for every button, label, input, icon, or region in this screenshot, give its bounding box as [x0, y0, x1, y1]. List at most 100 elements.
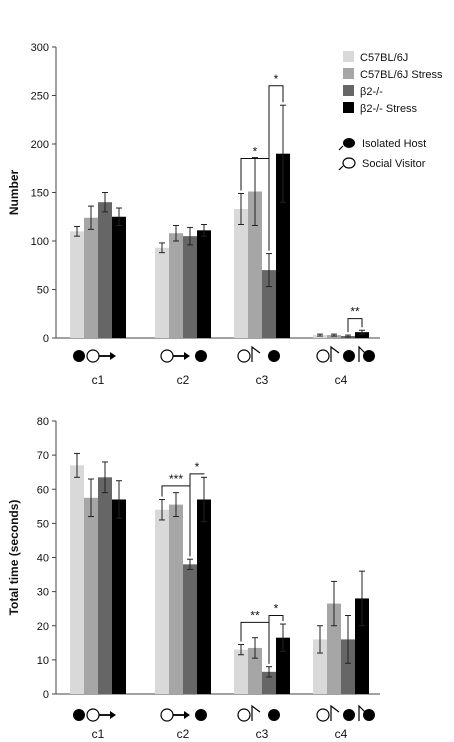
y-tick-label: 60	[37, 484, 49, 496]
y-tick-label: 50	[37, 285, 49, 297]
bar	[98, 202, 112, 338]
bar	[169, 504, 183, 694]
host-mouse-icon	[195, 350, 207, 362]
y-tick-label: 30	[37, 587, 49, 599]
y-tick-label: 80	[37, 416, 49, 428]
legend-label-b2: β2-/-	[360, 86, 383, 98]
bar	[197, 230, 211, 338]
bar	[276, 153, 290, 338]
host-mouse-icon	[73, 709, 85, 721]
bar	[169, 233, 183, 338]
significance-label: *	[274, 72, 279, 86]
y-tick-label: 70	[37, 450, 49, 462]
category-label: c4	[335, 373, 348, 387]
legend-label-c57bl6j: C57BL/6J	[360, 52, 408, 64]
significance-bracket: *	[268, 602, 284, 664]
y-tick-label: 0	[43, 689, 49, 701]
legend-label-social-visitor: Social Visitor	[362, 158, 426, 170]
bar	[112, 499, 126, 694]
visitor-mouse-turn-icon	[237, 704, 261, 722]
legend-swatch-b2	[343, 85, 354, 96]
category-label: c2	[177, 373, 190, 387]
category-label: c1	[92, 373, 105, 387]
bar	[248, 191, 262, 338]
category-label: c2	[177, 727, 190, 741]
host-mouse-icon	[73, 350, 85, 362]
y-tick-label: 250	[31, 91, 49, 103]
visitor-mouse-turn-icon	[316, 345, 340, 363]
host-mouse-icon	[363, 350, 375, 362]
significance-label: *	[195, 460, 200, 474]
bar	[70, 465, 84, 694]
y-tick-label: 50	[37, 518, 49, 530]
visitor-mouse-arrow-icon	[86, 708, 116, 722]
bar	[84, 497, 98, 694]
filled-mouse-icon	[338, 138, 355, 151]
significance-label: ***	[169, 472, 183, 486]
visitor-mouse-arrow-icon	[86, 349, 116, 363]
legend-swatch-c57bl6j	[343, 51, 354, 62]
significance-bracket: *	[268, 72, 284, 251]
y-tick-label: 300	[31, 42, 49, 54]
legend: C57BL/6J C57BL/6J Stress β2-/- β2-/- Str…	[338, 51, 443, 171]
bar	[183, 564, 197, 694]
y-tick-label: 100	[31, 236, 49, 248]
y-tick-label: 40	[37, 553, 49, 565]
turn-arrow-icon	[358, 704, 366, 721]
bar	[98, 477, 112, 694]
significance-bracket: *	[189, 460, 205, 557]
legend-label-c57bl6j-stress: C57BL/6J Stress	[360, 69, 443, 81]
bar	[70, 231, 84, 338]
significance-bracket: **	[347, 305, 363, 333]
category-label: c3	[256, 727, 269, 741]
bar	[355, 598, 369, 694]
legend-swatch-b2-stress	[343, 102, 354, 113]
host-mouse-icon	[343, 709, 355, 721]
bar	[234, 208, 248, 338]
y-tick-label: 150	[31, 188, 49, 200]
bar	[355, 332, 369, 338]
bar	[197, 499, 211, 694]
y-tick-label: 20	[37, 621, 49, 633]
bar	[327, 603, 341, 694]
host-mouse-icon	[195, 709, 207, 721]
bar	[276, 637, 290, 694]
visitor-mouse-turn-icon	[237, 345, 261, 363]
significance-label: *	[274, 602, 279, 616]
y-tick-label: 200	[31, 139, 49, 151]
bar	[248, 647, 262, 694]
category-label: c4	[335, 727, 348, 741]
visitor-mouse-arrow-icon	[160, 708, 190, 722]
legend-label-b2-stress: β2-/- Stress	[360, 103, 418, 115]
y-axis-label: Total time (seconds)	[7, 500, 21, 616]
category-label: c1	[92, 727, 105, 741]
bar	[112, 216, 126, 338]
host-mouse-icon	[363, 709, 375, 721]
bar	[341, 639, 355, 694]
significance-label: **	[250, 608, 260, 622]
bar	[262, 270, 276, 338]
legend-label-isolated-host: Isolated Host	[362, 138, 426, 150]
bar	[313, 639, 327, 694]
host-mouse-icon	[343, 350, 355, 362]
y-tick-label: 0	[43, 333, 49, 345]
bar	[183, 236, 197, 338]
bar	[155, 509, 169, 694]
y-tick-label: 10	[37, 655, 49, 667]
visitor-mouse-arrow-icon	[160, 349, 190, 363]
host-mouse-icon	[268, 709, 280, 721]
bar	[262, 671, 276, 694]
bar	[155, 247, 169, 338]
total-time-chart: 0 10 20 30 40 50 60 70 80 Total time (seconds) c1 c…	[7, 416, 380, 741]
significance-label: **	[350, 305, 360, 319]
y-axis-label: Number	[7, 170, 21, 216]
host-mouse-icon	[268, 350, 280, 362]
bar	[84, 217, 98, 338]
category-label: c3	[256, 373, 269, 387]
significance-label: *	[253, 145, 258, 159]
legend-swatch-c57bl6j-stress	[343, 68, 354, 79]
open-mouse-icon	[338, 157, 356, 171]
visitor-mouse-turn-icon	[316, 704, 340, 722]
turn-arrow-icon	[358, 345, 366, 362]
